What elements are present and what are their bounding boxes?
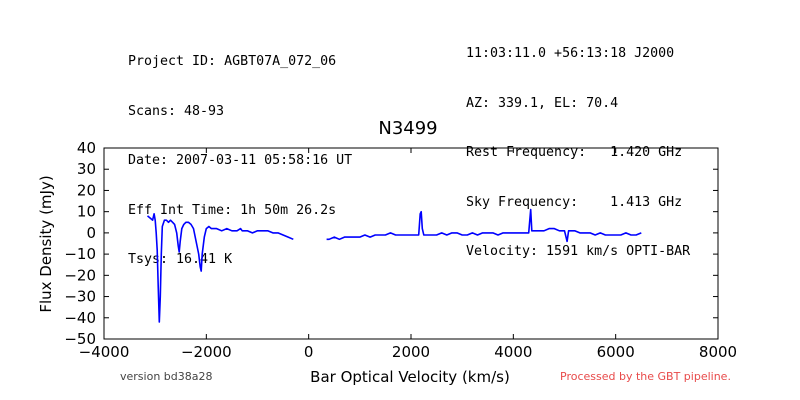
y-tick-label: 0 <box>86 224 96 242</box>
header-line: 11:03:11.0 +56:13:18 J2000 <box>466 46 675 61</box>
header-line: Sky Frequency: 1.413 GHz <box>466 194 683 210</box>
y-axis-label: Flux Density (mJy) <box>37 175 55 312</box>
x-tick-label: 8000 <box>699 343 737 361</box>
header-info-right: 11:03:11.0 +56:13:18 J2000 AZ: 339.1, EL… <box>466 13 690 277</box>
header-info-left: Project ID: AGBT07A_072_06 Scans: 48-93 … <box>128 21 352 285</box>
x-axis-label: Bar Optical Velocity (km/s) <box>310 368 510 386</box>
y-tick-label: −40 <box>64 309 96 327</box>
header-line: Project ID: AGBT07A_072_06 <box>128 54 337 69</box>
header-line: Rest Frequency: 1.420 GHz <box>466 145 683 160</box>
header-line: Eff Int Time: 1h 50m 26.2s <box>128 202 337 218</box>
y-tick-label: −10 <box>64 245 96 263</box>
x-tick-label: 6000 <box>597 343 635 361</box>
x-tick-label: −2000 <box>181 343 232 361</box>
x-tick-label: 0 <box>304 343 314 361</box>
chart-title: N3499 <box>378 118 437 139</box>
header-line: Date: 2007-03-11 05:58:16 UT <box>128 153 353 168</box>
version-label: version bd38a28 <box>120 370 213 383</box>
x-axis: −4000 −2000 0 2000 4000 6000 8000 <box>79 148 737 361</box>
pipeline-credit: Processed by the GBT pipeline. <box>560 370 731 383</box>
y-tick-label: −30 <box>64 288 96 306</box>
y-tick-label: 40 <box>77 139 96 157</box>
y-axis: −50 −40 −30 −20 −10 0 10 20 30 40 <box>64 139 718 348</box>
y-tick-label: 30 <box>77 160 96 178</box>
x-tick-label: 4000 <box>494 343 532 361</box>
x-tick-label: −4000 <box>79 343 130 361</box>
header-line: Scans: 48-93 <box>128 103 225 119</box>
series-layer <box>146 208 642 323</box>
y-tick-label: −50 <box>64 330 96 348</box>
x-tick-label: 2000 <box>392 343 430 361</box>
y-tick-label: 20 <box>77 181 96 199</box>
series-line <box>146 208 642 323</box>
y-tick-label: −20 <box>64 266 96 284</box>
y-tick-label: 10 <box>77 203 96 221</box>
header-line: AZ: 339.1, EL: 70.4 <box>466 95 619 111</box>
header-line: Velocity: 1591 km/s OPTI-BAR <box>466 244 691 259</box>
